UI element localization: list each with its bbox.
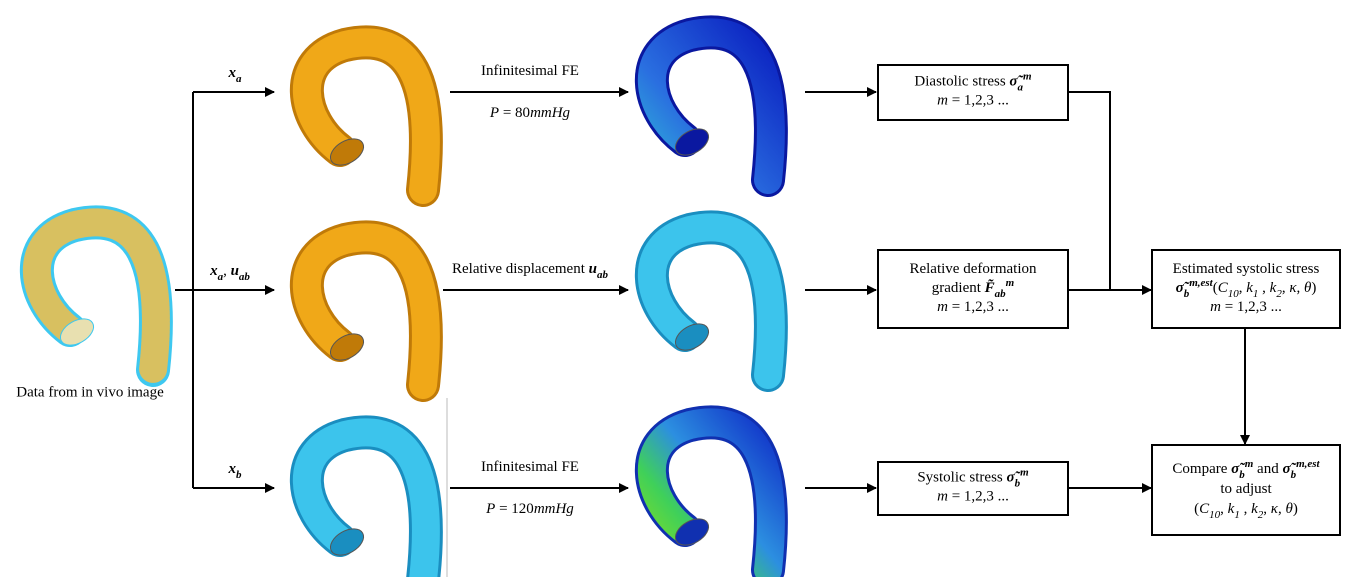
text-part: F̃ [984,279,995,297]
text-part: ab [239,271,251,283]
text-part: a [1018,81,1024,93]
input-label: xa [228,65,243,84]
text-part: b [1015,477,1021,489]
text-part: = 120 [495,501,533,517]
text-part: Estimated systolic stress [1173,261,1320,277]
aorta-models [37,32,771,577]
text-part: b [236,469,242,481]
text-part: mmHg [530,105,570,121]
method-label: Infinitesimal FE [481,459,579,475]
text-part: Relative displacement [452,261,589,277]
text-part: ab [597,269,609,281]
condition-label: P = 80mmHg [489,105,571,121]
text-part: = 1,2,3 ... [948,93,1009,109]
text-part: = 1,2,3 ... [948,299,1009,315]
box-text: m = 1,2,3 ... [937,299,1009,315]
box-text: Systolic stress σ̃bm [917,466,1029,489]
box-text: m = 1,2,3 ... [937,93,1009,109]
input-label: xa, uab [209,263,250,282]
text-part: ab [995,288,1007,300]
text-part: m [937,299,948,315]
text-part: m [1020,466,1029,478]
text-part: = 80 [499,105,530,121]
text-part: , [1258,280,1269,296]
text-part: = 1,2,3 ... [948,489,1009,505]
method-label: Relative displacement uab [452,261,608,280]
text-part: , [1278,501,1286,517]
text-part: , [1239,280,1247,296]
text-part: b [1184,288,1190,300]
text-part: P [489,105,499,121]
text-part: Systolic stress [917,470,1006,486]
condition-label: P = 120mmHg [485,501,574,517]
input-label: xb [228,461,243,480]
text-part: , [1282,280,1290,296]
box-text: Diastolic stress σ̃am [914,70,1032,93]
diagram: Data from in vivo image xa Infinitesimal … [0,0,1352,577]
text-part: 10 [1228,288,1240,300]
box-text: to adjust [1220,481,1272,497]
text-part: Relative deformation [909,261,1037,277]
text-part: , [223,263,231,279]
text-part: , [1297,280,1305,296]
text-part: b [1291,469,1297,481]
text-part: m [937,489,948,505]
text-part: a [236,73,242,85]
box-text: Estimated systolic stress [1173,261,1320,277]
box-text: m = 1,2,3 ... [937,489,1009,505]
text-part: u [231,263,239,279]
text-part: m,est [1296,458,1320,470]
box-text: m = 1,2,3 ... [1210,299,1282,315]
text-part: b [1239,469,1245,481]
text-part: to adjust [1220,481,1272,497]
text-part: Compare [1172,461,1231,477]
text-part: ) [1293,501,1298,517]
text-part: u [589,261,597,277]
text-part: m [1006,277,1015,289]
text-part: 10 [1209,509,1221,521]
text-part: m [1023,70,1032,82]
box-text: Relative deformation [909,261,1037,277]
text-part: P [485,501,495,517]
text-part: Diastolic stress [914,74,1009,90]
text-part: m,est [1189,277,1213,289]
text-part: m [937,93,948,109]
text-part: = 1,2,3 ... [1221,299,1282,315]
text-part: gradient [932,280,985,296]
source-caption: Data from in vivo image [16,384,164,400]
text-part: , [1220,501,1228,517]
text-part: m [1210,299,1221,315]
text-part: , [1240,501,1251,517]
text-part: ) [1311,280,1316,296]
method-label: Infinitesimal FE [481,63,579,79]
text-part: mmHg [534,501,574,517]
text-part: , [1263,501,1271,517]
text-part: and [1253,461,1282,477]
text-part: Infinitesimal FE [481,459,579,475]
text-part: Infinitesimal FE [481,63,579,79]
